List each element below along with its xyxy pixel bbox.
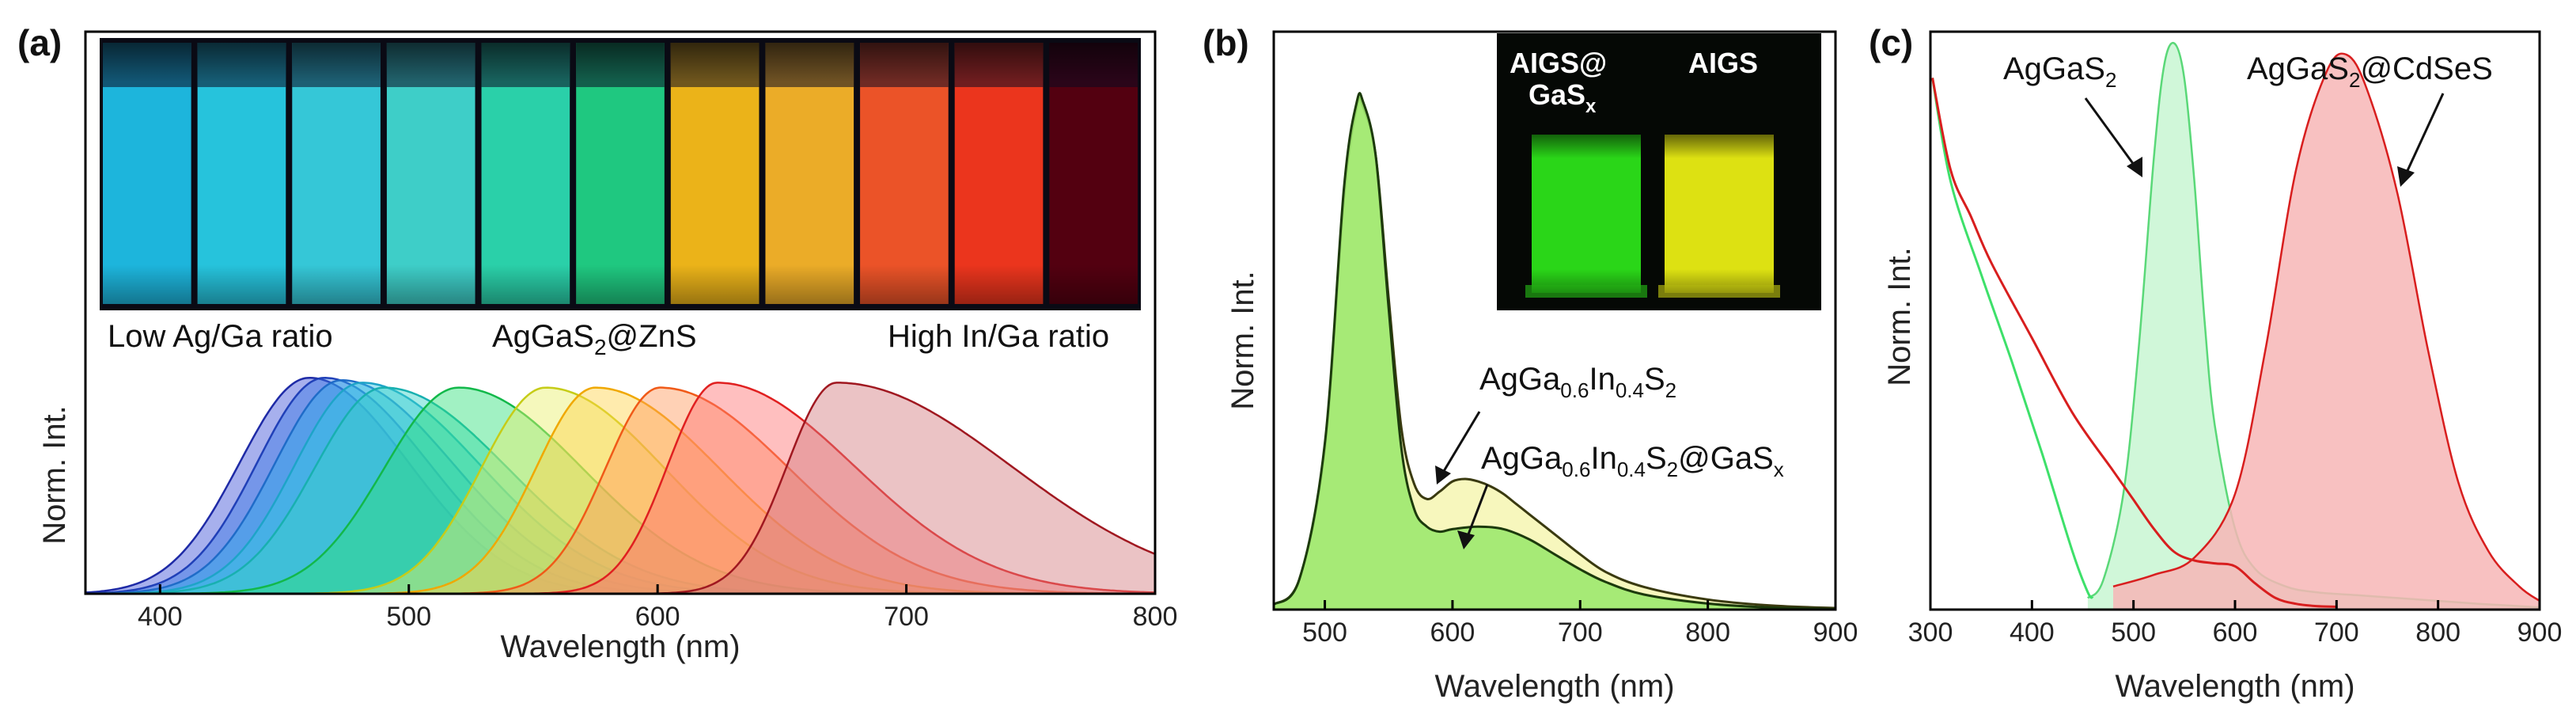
inset-label-aigs-gasx: AIGS@ (1510, 47, 1607, 79)
x-axis-label-b: Wavelength (nm) (1434, 669, 1674, 704)
pl-line-520nm (145, 386, 981, 594)
arrowhead-aggas2-cdses (2397, 166, 2415, 187)
pl-line-481nm (85, 382, 861, 594)
vial-a-shade-11 (1049, 43, 1138, 304)
x-tick-label-c-800: 800 (2415, 618, 2460, 648)
panel-a: Low Ag/Ga ratio AgGaS2@ZnS High In/Ga ra… (37, 30, 1178, 664)
y-axis-label-b: Norm. Int. (1225, 271, 1260, 410)
vial-a-shade-2 (197, 43, 286, 304)
plot-frame-a (84, 30, 1157, 595)
pl-area-466nm (85, 378, 759, 594)
pl-area-c-1 (2087, 43, 2540, 610)
label-aggainS2-gasx: AgGa0.6In0.4S2@GaSx (1481, 441, 1784, 481)
vial-a-shade-6 (576, 43, 665, 304)
pl-line-555nm (274, 386, 1045, 594)
x-tick-label-b-800: 800 (1685, 618, 1730, 648)
caption-low-ag-ga: Low Ag/Ga ratio (108, 319, 333, 354)
x-tick-label-a-700: 700 (884, 602, 929, 632)
panel-c: 300 400 500 600 700 800 900 Wavelength (nm) No… (1882, 30, 2563, 704)
inset-vial-shade-2 (1665, 135, 1774, 293)
arrow-aggas2 (2084, 97, 2138, 169)
x-axis-label-c: Wavelength (nm) (2115, 669, 2354, 704)
y-axis-label-c: Norm. Int. (1882, 247, 1917, 386)
vial-a-shade-5 (481, 43, 570, 304)
pl-area-b-2 (1274, 93, 1835, 610)
pl-area-490nm (91, 387, 903, 594)
pl-line-b-2 (1274, 92, 1835, 610)
x-tick-label-a-400: 400 (138, 602, 183, 632)
vial-a-shade-10 (954, 43, 1044, 304)
vial-a-shade-9 (860, 43, 949, 304)
arrow-aggainS2 (1440, 411, 1481, 476)
x-tick-label-c-300: 300 (1908, 618, 1953, 648)
vial-a-shade-1 (103, 43, 191, 304)
pl-area-555nm (274, 387, 1045, 594)
pl-line-575nm (344, 386, 1116, 594)
panel-a-label: (a) (17, 22, 62, 63)
arrow-aggas2-cdses (2404, 93, 2445, 177)
x-tick-label-b-700: 700 (1558, 618, 1603, 648)
pl-area-c-2 (2113, 53, 2540, 610)
arrowhead-aggas2 (2127, 157, 2142, 177)
label-aggainS2: AgGa0.6In0.4S2 (1479, 362, 1676, 402)
pl-area-575nm (344, 387, 1116, 594)
x-tick-label-c-500: 500 (2111, 618, 2156, 648)
vial-photo-a (100, 38, 1141, 310)
plot-frame-b (1272, 30, 1837, 611)
x-tick-label-b-500: 500 (1302, 618, 1347, 648)
pl-line-466nm (85, 376, 759, 594)
pl-area-481nm (85, 382, 861, 594)
pl-area-601nm (430, 387, 1155, 594)
inset-label-aigs: AIGS (1688, 47, 1758, 79)
pl-line-c-2 (2112, 52, 2540, 602)
pl-line-624nm (508, 382, 1155, 594)
pl-line-601nm (430, 386, 1155, 594)
arrowhead-aggainS2 (1435, 466, 1451, 484)
panel-c-label: (c) (1869, 22, 1913, 63)
label-aggas2: AgGaS2 (2003, 51, 2116, 92)
pl-line-672nm (627, 382, 1155, 594)
vial-a-shade-8 (765, 43, 854, 304)
pl-area-520nm (145, 387, 981, 594)
x-axis-label-a: Wavelength (nm) (500, 629, 740, 664)
x-tick-label-b-900: 900 (1813, 618, 1858, 648)
x-tick-label-b-600: 600 (1430, 618, 1476, 648)
x-tick-label-c-400: 400 (2010, 618, 2055, 648)
x-tick-label-a-800: 800 (1133, 602, 1178, 632)
x-tick-label-a-600: 600 (635, 602, 680, 632)
caption-aggas2-zns: AgGaS2@ZnS (492, 319, 697, 359)
y-axis-label-a: Norm. Int. (37, 405, 72, 545)
pl-area-460nm (85, 378, 724, 594)
label-aggas2-cdses: AgGaS2@CdSeS (2247, 51, 2493, 92)
arrow-aggainS2-gasx (1465, 484, 1489, 539)
x-tick-label-c-900: 900 (2517, 618, 2563, 648)
x-tick-label-a-500: 500 (386, 602, 431, 632)
inset-label-gasx: GaSx (1529, 78, 1597, 117)
pl-line-490nm (91, 386, 903, 594)
pl-line-460nm (85, 376, 724, 594)
pl-area-473nm (85, 380, 811, 594)
panel-b-label: (b) (1203, 22, 1249, 63)
pl-area-672nm (627, 382, 1155, 594)
x-tick-label-c-600: 600 (2213, 618, 2258, 648)
vial-a-shade-4 (386, 43, 475, 304)
abs-line-c-1 (1931, 78, 2094, 599)
inset-photo-b: AIGS@ GaSx AIGS (1497, 33, 1821, 310)
arrowhead-aggainS2-gasx (1457, 530, 1475, 549)
inset-vial-shade-1 (1532, 135, 1641, 293)
vial-a-shade-3 (292, 43, 381, 304)
vial-a-shade-7 (670, 43, 760, 304)
abs-line-c-2 (1931, 78, 2337, 608)
caption-high-in-ga: High In/Ga ratio (888, 319, 1109, 354)
x-tick-label-c-700: 700 (2314, 618, 2359, 648)
pl-area-624nm (508, 382, 1155, 594)
panel-b: 500 600 700 800 900 Wavelength (nm) Norm. In… (1225, 30, 1858, 704)
